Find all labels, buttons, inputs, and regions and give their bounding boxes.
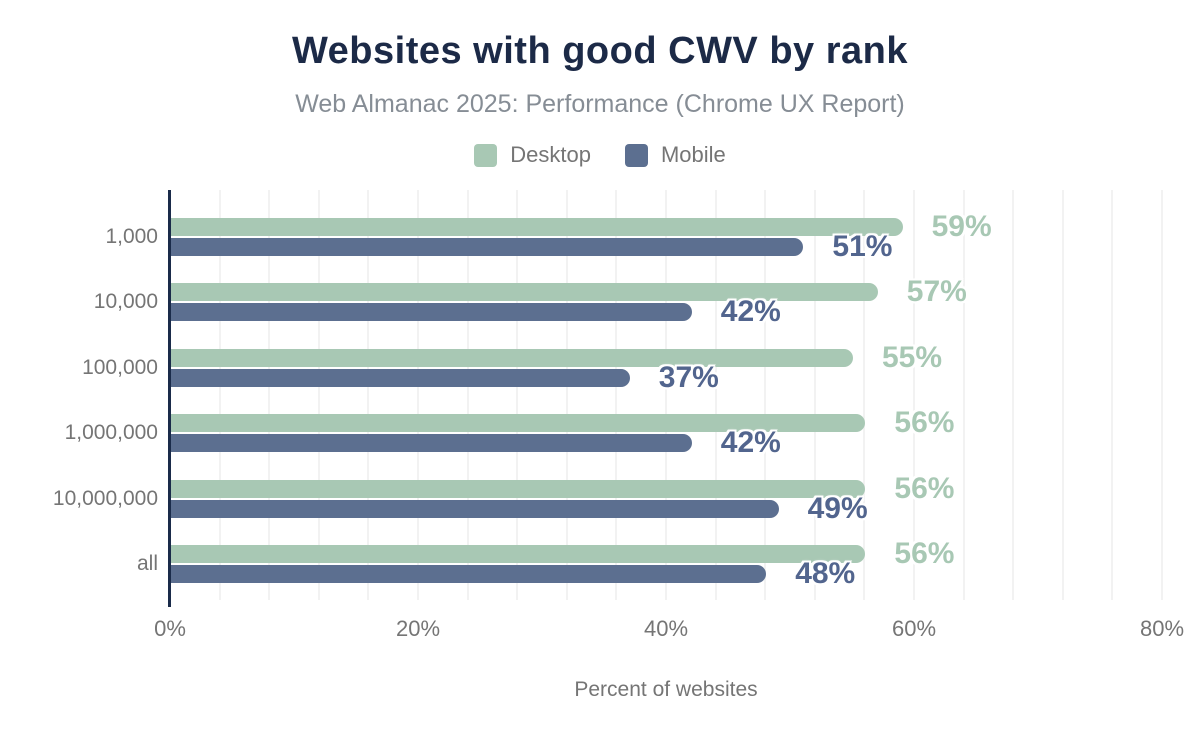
gridline xyxy=(417,190,419,600)
gridline xyxy=(317,190,320,600)
mobile-value-label: 51% xyxy=(832,230,893,263)
mobile-bar xyxy=(171,238,804,256)
desktop-bar xyxy=(171,218,903,236)
desktop-bar xyxy=(171,545,866,563)
mobile-value-label: 42% xyxy=(720,426,781,460)
mobile-bar xyxy=(171,434,692,453)
mobile-bar xyxy=(171,565,767,583)
category-label: 100,000 xyxy=(82,355,158,379)
legend-item-desktop: Desktop xyxy=(474,142,591,168)
gridline xyxy=(913,190,915,600)
x-tick-label: 80% xyxy=(1139,616,1185,641)
mobile-value-label: 37% xyxy=(658,360,719,394)
desktop-bar xyxy=(171,414,866,433)
mobile-value-label: 49% xyxy=(807,491,868,525)
gridline xyxy=(1161,190,1163,600)
desktop-value-label: 57% xyxy=(906,275,967,309)
mobile-value-label: 48% xyxy=(795,557,856,590)
gridline xyxy=(268,190,271,600)
category-label: 10,000 xyxy=(93,290,158,314)
gridline xyxy=(218,190,221,600)
mobile-value-label: 42% xyxy=(720,295,781,329)
gridline xyxy=(1061,190,1064,600)
legend-label-mobile: Mobile xyxy=(660,142,726,167)
x-axis-title: Percent of websites xyxy=(574,678,758,701)
legend: Desktop Mobile xyxy=(0,142,1200,168)
plot-area: 59% 51% 57% 42% 55% 37% 56% 42% 56% 49% 56% 48% xyxy=(168,190,1163,607)
gridline xyxy=(1111,190,1114,600)
mobile-bar xyxy=(171,368,630,387)
desktop-value-label: 56% xyxy=(894,406,955,440)
gridline xyxy=(764,190,767,600)
mobile-swatch-icon xyxy=(624,143,648,167)
desktop-bar xyxy=(171,479,866,498)
desktop-bar xyxy=(171,283,878,302)
desktop-bar xyxy=(171,348,853,367)
gridline xyxy=(962,190,965,600)
legend-label-desktop: Desktop xyxy=(510,142,591,167)
x-tick-label: 20% xyxy=(395,616,441,641)
gridline xyxy=(466,190,469,600)
category-label: 10,000,000 xyxy=(52,486,158,510)
gridline xyxy=(714,190,717,600)
desktop-value-label: 59% xyxy=(931,210,992,243)
mobile-bar xyxy=(171,303,692,322)
category-label: 1,000 xyxy=(105,225,158,248)
gridline xyxy=(516,190,519,600)
mobile-bar xyxy=(171,499,779,518)
x-tick-label: 60% xyxy=(891,616,937,641)
gridline xyxy=(565,190,568,600)
category-label: 1,000,000 xyxy=(64,421,158,445)
desktop-value-label: 56% xyxy=(894,471,955,505)
chart-subtitle: Web Almanac 2025: Performance (Chrome UX… xyxy=(295,90,905,118)
gridline xyxy=(665,190,667,600)
desktop-value-label: 56% xyxy=(894,537,955,570)
gridline xyxy=(1012,190,1015,600)
gridline xyxy=(615,190,618,600)
gridline xyxy=(863,190,866,600)
category-label: all xyxy=(136,552,158,575)
chart-title: Websites with good CWV by rank xyxy=(291,30,909,72)
y-axis-line xyxy=(168,190,171,607)
x-tick-label: 0% xyxy=(154,616,186,641)
x-tick-label: 40% xyxy=(643,616,689,641)
gridline xyxy=(813,190,816,600)
gridline xyxy=(367,190,370,600)
desktop-swatch-icon xyxy=(474,143,498,167)
desktop-value-label: 55% xyxy=(882,340,943,374)
legend-item-mobile: Mobile xyxy=(624,142,726,168)
